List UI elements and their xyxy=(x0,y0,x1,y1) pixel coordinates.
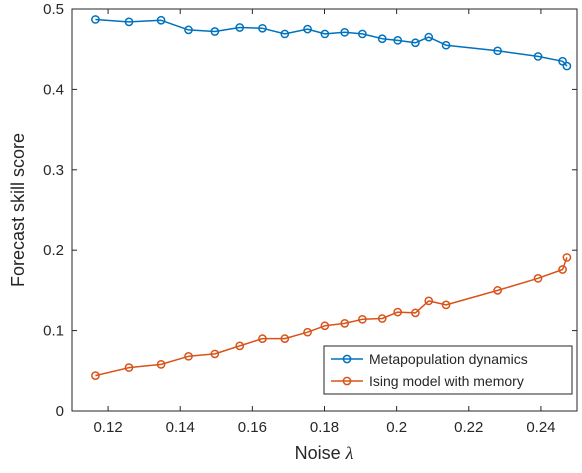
data-point-metapopulation xyxy=(377,34,387,44)
data-point-metapopulation xyxy=(340,27,350,37)
data-point-metapopulation xyxy=(280,29,290,39)
data-point-metapopulation xyxy=(210,27,220,36)
data-point-metapopulation xyxy=(493,46,502,56)
y-tick-label: 0.2 xyxy=(43,242,64,259)
data-point-metapopulation xyxy=(441,40,451,50)
data-point-ising xyxy=(441,300,451,310)
data-point-metapopulation xyxy=(91,15,100,24)
data-point-ising xyxy=(184,351,193,361)
data-point-metapopulation xyxy=(411,38,420,48)
data-point-ising xyxy=(280,334,290,343)
data-point-ising xyxy=(303,327,312,337)
data-point-metapopulation xyxy=(156,15,166,25)
data-point-ising xyxy=(124,363,134,372)
x-tick-label: 0.16 xyxy=(238,419,267,436)
data-point-metapopulation xyxy=(235,23,245,32)
legend-marker-ising xyxy=(342,376,352,386)
plot-area xyxy=(71,8,578,412)
x-tick-label: 0.14 xyxy=(166,419,195,436)
data-point-ising xyxy=(562,253,572,262)
data-point-metapopulation xyxy=(303,24,312,34)
data-point-metapopulation xyxy=(533,52,543,61)
data-point-ising xyxy=(393,307,403,317)
data-point-metapopulation xyxy=(320,29,330,39)
y-tick-label: 0.1 xyxy=(43,323,64,340)
data-point-metapopulation xyxy=(358,29,367,39)
data-point-metapopulation xyxy=(562,61,572,71)
data-point-metapopulation xyxy=(258,23,267,33)
data-point-ising xyxy=(558,265,567,274)
y-tick-label: 0.3 xyxy=(43,162,64,179)
data-point-metapopulation xyxy=(558,56,567,66)
y-tick-label: 0.5 xyxy=(43,1,64,18)
data-point-metapopulation xyxy=(424,32,434,42)
data-point-ising xyxy=(340,319,350,328)
x-tick-label: 0.2 xyxy=(386,419,407,436)
data-point-ising xyxy=(411,308,420,318)
x-axis-label: Noise λ xyxy=(295,443,354,463)
x-tick-label: 0.12 xyxy=(93,419,122,436)
data-point-ising xyxy=(533,273,543,283)
series-group xyxy=(91,15,572,380)
x-tick-label: 0.18 xyxy=(310,419,339,436)
data-point-ising xyxy=(377,314,387,323)
y-tick-label: 0 xyxy=(56,403,64,420)
data-point-ising xyxy=(156,360,166,369)
y-tick-label: 0.4 xyxy=(43,81,64,98)
data-point-ising xyxy=(235,341,245,351)
data-point-metapopulation xyxy=(184,25,193,35)
legend-label-metapopulation: Metapopulation dynamics xyxy=(369,351,528,367)
data-point-ising xyxy=(210,349,220,359)
data-point-metapopulation xyxy=(393,36,403,45)
data-point-ising xyxy=(320,321,330,331)
legend-marker-metapopulation xyxy=(342,354,352,364)
x-tick-label: 0.22 xyxy=(454,419,483,436)
legend-box xyxy=(323,345,573,395)
y-axis-label: Forecast skill score xyxy=(8,133,28,287)
data-point-ising xyxy=(91,371,100,380)
series-line-ising xyxy=(95,257,568,377)
legend-label-ising: Ising model with memory xyxy=(369,373,524,389)
data-point-ising xyxy=(493,286,502,295)
x-axis-symbol: λ xyxy=(345,443,354,463)
data-point-metapopulation xyxy=(124,17,134,27)
legend: Metapopulation dynamics Ising model with… xyxy=(323,345,573,395)
axis-ticks: 0.12 0.14 0.16 0.18 0.2 0.22 0.24 0 0.1 0.2 0.3 0.4… xyxy=(43,1,577,436)
data-point-ising xyxy=(358,314,367,324)
data-point-ising xyxy=(258,334,267,343)
data-point-ising xyxy=(424,296,434,306)
x-tick-label: 0.24 xyxy=(526,419,555,436)
series-line-metapopulation xyxy=(95,18,568,67)
